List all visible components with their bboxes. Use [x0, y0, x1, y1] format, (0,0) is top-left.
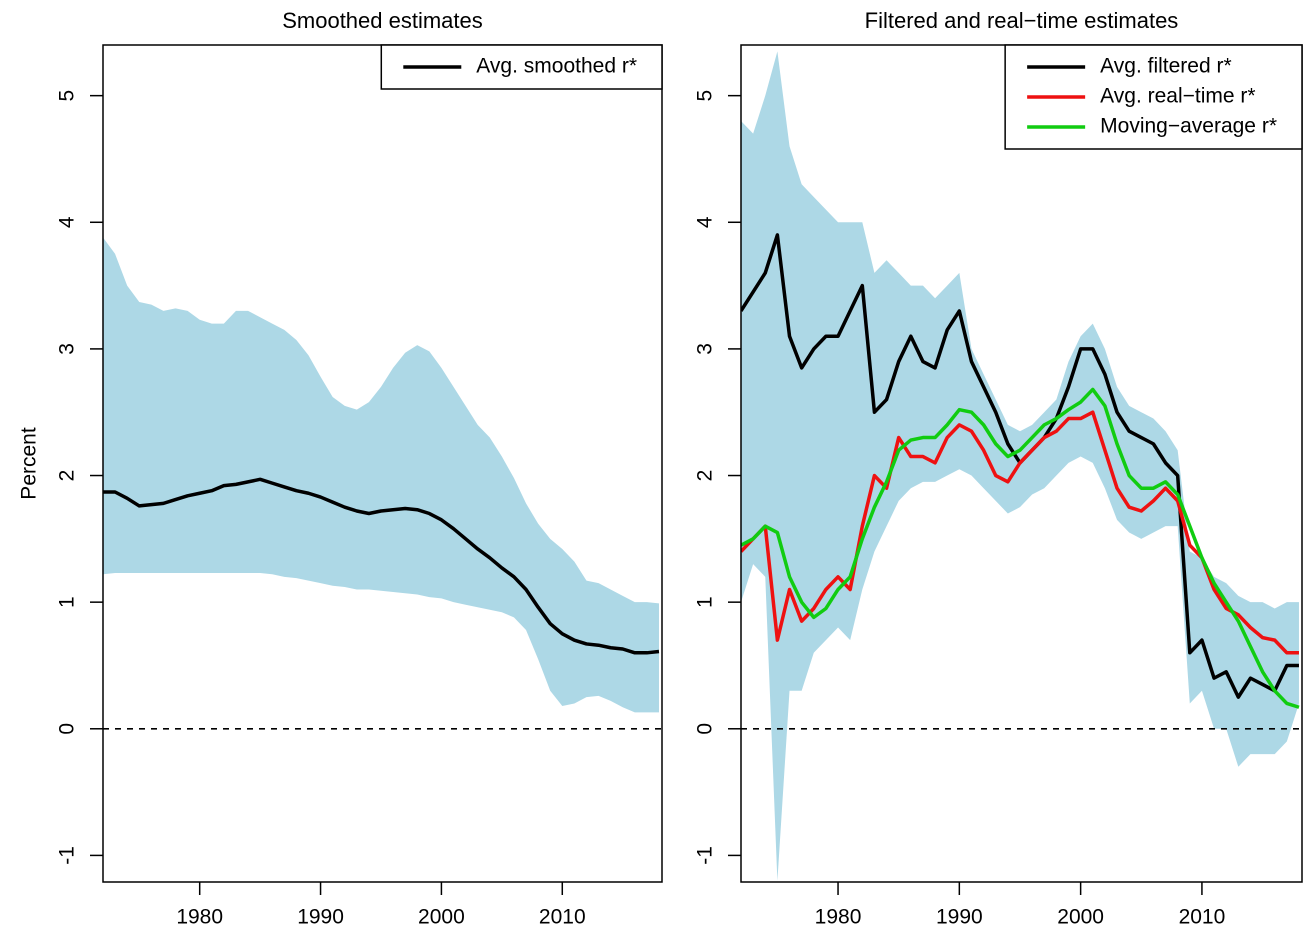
y-tick-label: 2: [694, 470, 717, 482]
chart-title: Smoothed estimates: [282, 8, 483, 33]
confidence-band: [103, 237, 659, 713]
y-tick-label: 3: [694, 343, 717, 355]
x-tick-label: 1980: [176, 906, 223, 929]
x-tick-label: 1980: [815, 906, 862, 929]
y-tick-label: 0: [694, 723, 717, 735]
x-tick-label: 2000: [1057, 906, 1104, 929]
x-tick-label: 1990: [297, 906, 344, 929]
series-line: [103, 477, 660, 655]
y-tick-label: 5: [56, 90, 79, 102]
series-line: [741, 387, 1300, 709]
legend: Avg. filtered r* Avg. real−time r* Moving−…: [1004, 44, 1303, 150]
y-tick-label: 3: [56, 343, 79, 355]
x-tick-label: 1990: [936, 906, 983, 929]
y-tick-label: 4: [694, 216, 717, 228]
y-axis-label: Percent: [18, 427, 41, 500]
y-tick-label: 5: [694, 90, 717, 102]
y-tick-label: -1: [694, 846, 717, 865]
x-tick-label: 2000: [418, 906, 465, 929]
legend-label: Moving−average r*: [1100, 115, 1277, 138]
legend: Avg. smoothed r*: [380, 44, 663, 90]
y-tick-label: -1: [56, 846, 79, 865]
x-tick-label: 2010: [539, 906, 586, 929]
y-tick-label: 1: [56, 596, 79, 608]
y-tick-label: 0: [56, 723, 79, 735]
legend-label: Avg. real−time r*: [1100, 85, 1255, 108]
legend-label: Avg. filtered r*: [1100, 55, 1232, 78]
panel: Filtered and real−time estimates 1980 1990…: [694, 8, 1303, 929]
chart-title: Filtered and real−time estimates: [865, 8, 1179, 33]
legend-label: Avg. smoothed r*: [476, 55, 637, 78]
y-tick-label: 2: [56, 470, 79, 482]
x-tick-label: 2010: [1179, 906, 1226, 929]
y-tick-label: 1: [694, 596, 717, 608]
y-tick-label: 4: [56, 216, 79, 228]
